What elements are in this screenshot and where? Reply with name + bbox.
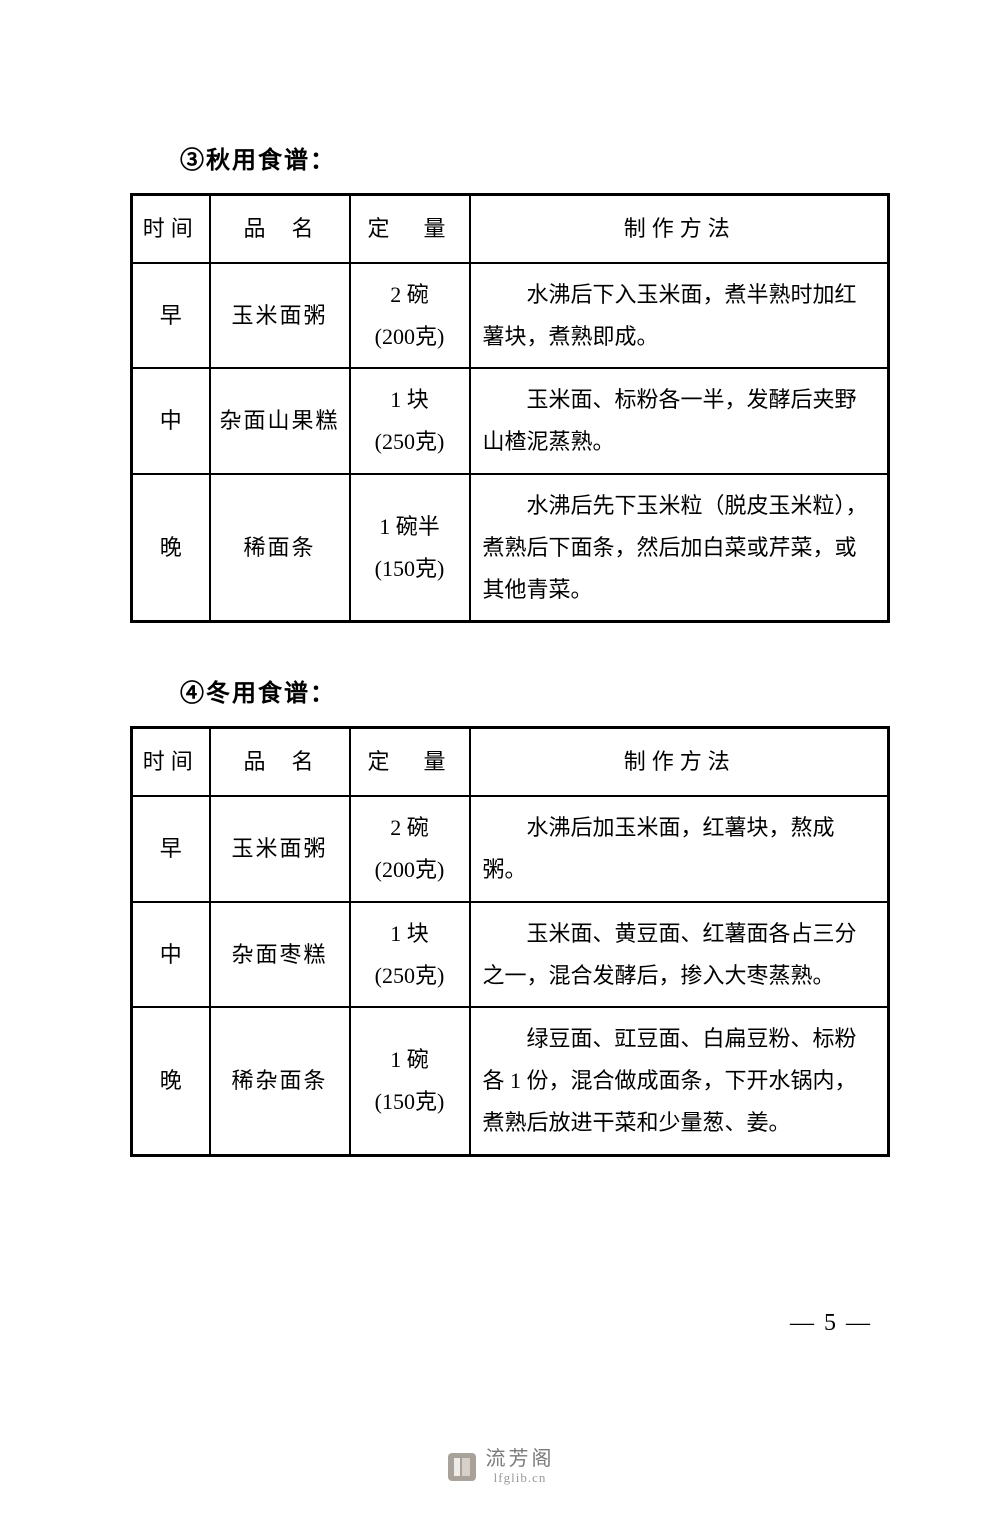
cell-name: 杂面枣糕 [210,902,350,1008]
qty-line2: (250克) [359,955,461,997]
autumn-recipe-title: ③秋用食谱： [180,140,902,175]
qty-line2: (200克) [359,849,461,891]
footer-brand-cn: 流芳阁 [486,1448,555,1471]
qty-line2: (150克) [359,1081,461,1123]
table-row: 中 杂面山果糕 1 块 (250克) 玉米面、标粉各一半，发酵后夹野山楂泥蒸熟。 [132,368,889,474]
cell-qty: 1 碗 (150克) [350,1007,470,1155]
cell-name: 玉米面粥 [210,796,350,902]
cell-time: 晚 [132,1007,210,1155]
cell-time: 中 [132,368,210,474]
table-row: 早 玉米面粥 2 碗 (200克) 水沸后下入玉米面，煮半熟时加红薯块，煮熟即成… [132,263,889,369]
header-time: 时间 [132,728,210,796]
cell-qty: 1 块 (250克) [350,902,470,1008]
winter-recipe-title: ④冬用食谱： [180,673,902,708]
qty-line1: 1 碗半 [359,506,461,548]
footer: 流芳阁 lfglib.cn [0,1448,1002,1486]
table-header-row: 时间 品 名 定 量 制作方法 [132,195,889,263]
qty-line1: 2 碗 [359,807,461,849]
table-row: 晚 稀面条 1 碗半 (150克) 水沸后先下玉米粒（脱皮玉米粒），煮熟后下面条… [132,474,889,622]
qty-line1: 1 块 [359,379,461,421]
footer-text: 流芳阁 lfglib.cn [486,1448,555,1486]
cell-method: 绿豆面、豇豆面、白扁豆粉、标粉各 1 份，混合做成面条，下开水锅内，煮熟后放进干… [470,1007,889,1155]
qty-line1: 1 块 [359,913,461,955]
footer-brand-en: lfglib.cn [486,1471,555,1486]
header-name: 品 名 [210,728,350,796]
book-icon [448,1453,476,1481]
header-method: 制作方法 [470,195,889,263]
cell-method: 水沸后加玉米面，红薯块，熬成粥。 [470,796,889,902]
table-row: 晚 稀杂面条 1 碗 (150克) 绿豆面、豇豆面、白扁豆粉、标粉各 1 份，混… [132,1007,889,1155]
qty-line2: (200克) [359,316,461,358]
footer-brand: 流芳阁 lfglib.cn [448,1448,555,1486]
qty-line2: (250克) [359,421,461,463]
cell-time: 早 [132,796,210,902]
cell-method: 水沸后先下玉米粒（脱皮玉米粒），煮熟后下面条，然后加白菜或芹菜，或其他青菜。 [470,474,889,622]
qty-line1: 2 碗 [359,274,461,316]
header-name: 品 名 [210,195,350,263]
winter-recipe-table: 时间 品 名 定 量 制作方法 早 玉米面粥 2 碗 (200克) 水沸后加玉米… [130,726,890,1156]
cell-method: 玉米面、黄豆面、红薯面各占三分之一，混合发酵后，掺入大枣蒸熟。 [470,902,889,1008]
cell-name: 玉米面粥 [210,263,350,369]
cell-qty: 1 碗半 (150克) [350,474,470,622]
table-row: 中 杂面枣糕 1 块 (250克) 玉米面、黄豆面、红薯面各占三分之一，混合发酵… [132,902,889,1008]
header-method: 制作方法 [470,728,889,796]
page-number: — 5 — [790,1310,872,1337]
cell-time: 晚 [132,474,210,622]
cell-qty: 2 碗 (200克) [350,796,470,902]
cell-name: 稀面条 [210,474,350,622]
cell-name: 稀杂面条 [210,1007,350,1155]
cell-time: 早 [132,263,210,369]
cell-time: 中 [132,902,210,1008]
cell-qty: 1 块 (250克) [350,368,470,474]
header-time: 时间 [132,195,210,263]
cell-method: 水沸后下入玉米面，煮半熟时加红薯块，煮熟即成。 [470,263,889,369]
qty-line1: 1 碗 [359,1039,461,1081]
qty-line2: (150克) [359,548,461,590]
table-header-row: 时间 品 名 定 量 制作方法 [132,728,889,796]
header-qty: 定 量 [350,195,470,263]
table-row: 早 玉米面粥 2 碗 (200克) 水沸后加玉米面，红薯块，熬成粥。 [132,796,889,902]
autumn-recipe-table: 时间 品 名 定 量 制作方法 早 玉米面粥 2 碗 (200克) 水沸后下入玉… [130,193,890,623]
cell-method: 玉米面、标粉各一半，发酵后夹野山楂泥蒸熟。 [470,368,889,474]
cell-qty: 2 碗 (200克) [350,263,470,369]
header-qty: 定 量 [350,728,470,796]
cell-name: 杂面山果糕 [210,368,350,474]
